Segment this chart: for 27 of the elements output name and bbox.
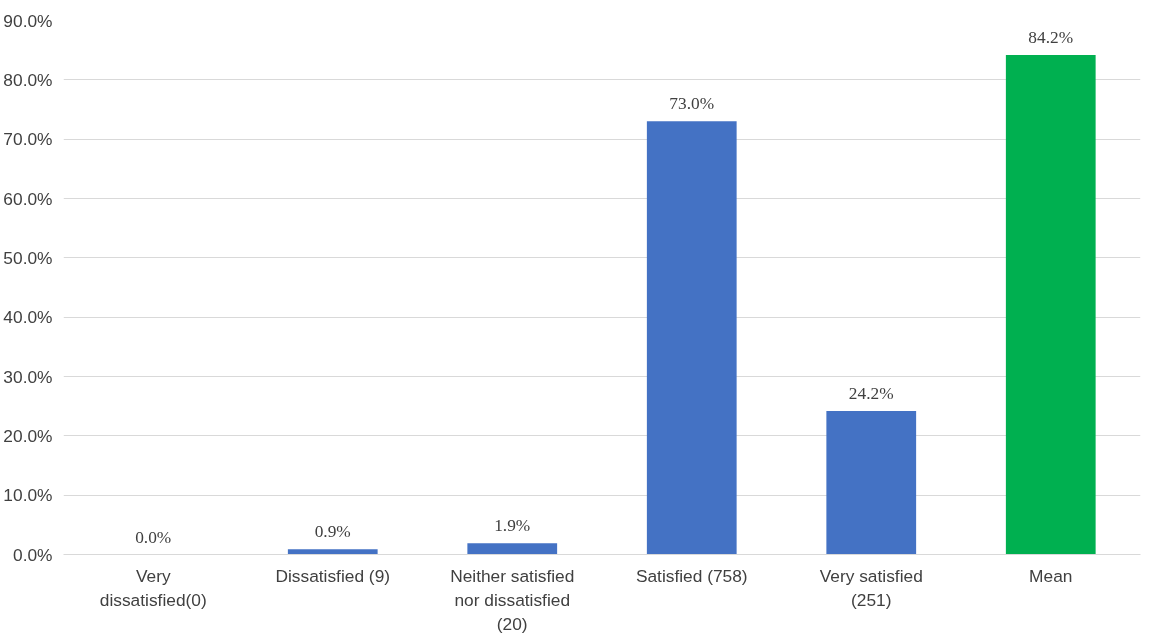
data-label: 24.2% (848, 383, 894, 403)
bar (646, 121, 737, 555)
y-tick-label: 10.0% (3, 485, 53, 506)
data-label: 1.9% (494, 516, 531, 536)
bar (1005, 54, 1096, 555)
bar (467, 543, 558, 555)
y-tick-label: 30.0% (3, 366, 53, 387)
y-tick-label: 50.0% (3, 247, 53, 268)
y-tick-label: 20.0% (3, 425, 53, 446)
x-tick-label: Satisfied (758) (635, 565, 748, 586)
y-tick-label: 0.0% (13, 544, 53, 565)
x-tick-label: Very satisfied (251) (819, 565, 923, 610)
data-label: 0.0% (135, 527, 172, 547)
x-tick-label: Neither satisfied nor dissatisfied (20) (450, 565, 575, 634)
data-label: 0.9% (314, 522, 351, 542)
bar (287, 549, 378, 555)
y-tick-label: 90.0% (3, 10, 53, 31)
x-tick-label: Dissatisfied (9) (275, 565, 391, 586)
y-tick-label: 60.0% (3, 188, 53, 209)
y-tick-label: 40.0% (3, 307, 53, 328)
data-label: 73.0% (669, 94, 715, 114)
y-tick-label: 70.0% (3, 129, 53, 150)
x-tick-label: Very dissatisfied(0) (99, 565, 207, 610)
data-label: 84.2% (1028, 27, 1074, 47)
bar (826, 410, 917, 555)
y-tick-label: 80.0% (3, 69, 53, 90)
x-tick-label: Mean (1029, 565, 1073, 586)
